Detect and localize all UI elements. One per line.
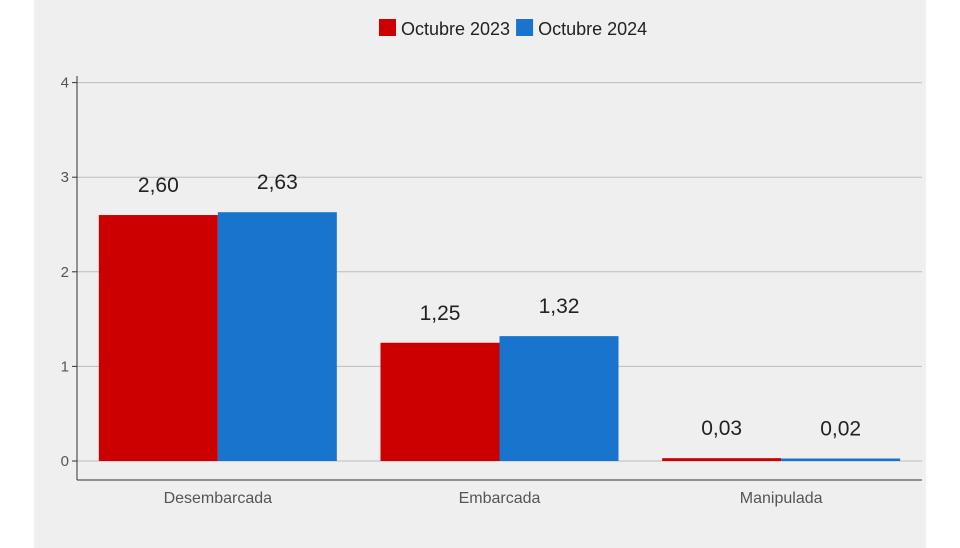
y-tick-labels: 0 1 2 3 4 — [61, 75, 77, 470]
bars — [98, 212, 901, 462]
legend-label[interactable]: Octubre 2024 — [538, 19, 647, 39]
y-tick-label: 0 — [61, 453, 69, 470]
y-tick-label: 2 — [61, 264, 69, 281]
data-labels: 2,60 2,63 1,25 1,32 0,03 0,02 — [138, 171, 861, 440]
data-label: 2,60 — [138, 174, 179, 197]
y-tick-label: 3 — [61, 169, 69, 186]
bar-desembarcada-2023[interactable] — [98, 215, 218, 461]
data-label: 1,25 — [420, 302, 461, 325]
bar-desembarcada-2024[interactable] — [217, 212, 337, 461]
y-tick-label: 4 — [61, 75, 69, 92]
data-label: 1,32 — [539, 295, 580, 318]
bar-manipulada-2023[interactable] — [662, 458, 782, 461]
bar-manipulada-2024[interactable] — [781, 458, 901, 462]
axes — [76, 76, 922, 481]
bar-embarcada-2024[interactable] — [499, 336, 619, 461]
category-label: Desembarcada — [164, 490, 273, 507]
legend-label[interactable]: Octubre 2023 — [401, 19, 510, 39]
y-tick-label: 1 — [61, 358, 69, 375]
legend-swatch — [379, 19, 396, 36]
category-label: Embarcada — [459, 490, 541, 507]
legend-swatch — [516, 19, 534, 36]
legend[interactable]: Octubre 2023 Octubre 2024 — [379, 19, 647, 39]
bar-embarcada-2023[interactable] — [380, 342, 500, 461]
data-label: 0,02 — [820, 418, 861, 441]
data-label: 0,03 — [701, 417, 742, 440]
category-label: Manipulada — [740, 490, 823, 507]
data-label: 2,63 — [257, 171, 298, 194]
category-labels: Desembarcada Embarcada Manipulada — [164, 490, 823, 507]
